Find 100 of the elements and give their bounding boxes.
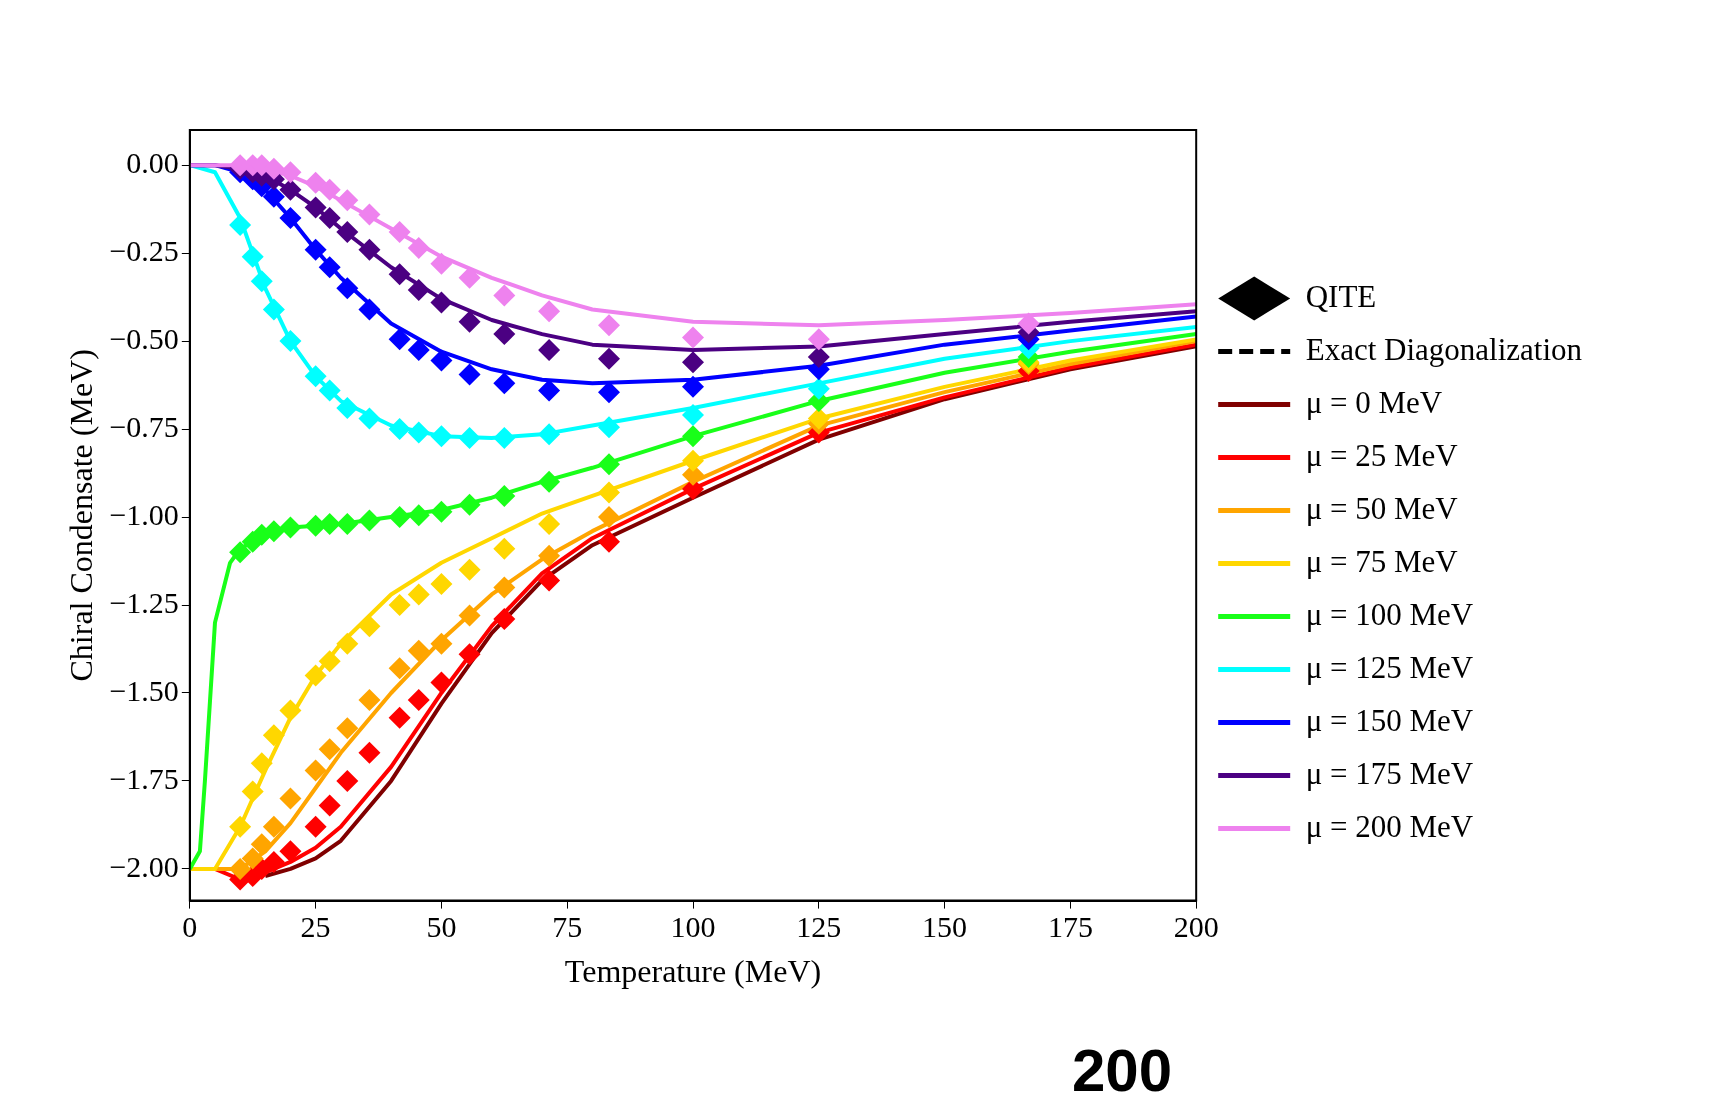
point: [229, 214, 252, 237]
point: [493, 426, 516, 449]
y-tick-label: −0.50: [109, 322, 179, 355]
point: [597, 416, 620, 439]
x-tick-label: 50: [426, 910, 457, 944]
legend-label: μ = 200 MeV: [1305, 808, 1474, 844]
point: [458, 643, 481, 666]
legend-label: μ = 25 MeV: [1305, 437, 1459, 473]
point: [250, 833, 273, 856]
point: [336, 396, 359, 419]
point: [458, 493, 481, 516]
point: [229, 541, 252, 564]
point: [318, 513, 341, 536]
x-tick-label: 75: [552, 910, 583, 944]
point: [304, 664, 327, 687]
legend-label: μ = 0 MeV: [1305, 384, 1443, 420]
point: [493, 608, 516, 631]
point: [229, 815, 252, 838]
point: [1017, 312, 1040, 335]
point: [493, 372, 516, 395]
y-tick-label: −1.75: [109, 761, 179, 795]
point: [493, 323, 516, 346]
point: [538, 470, 561, 493]
legend-label: Exact Diagonalization: [1305, 331, 1583, 367]
point: [430, 671, 453, 694]
point: [250, 270, 273, 293]
point: [407, 279, 430, 302]
legend-label: μ = 125 MeV: [1305, 649, 1474, 685]
point: [407, 504, 430, 527]
point: [318, 738, 341, 761]
point: [318, 650, 341, 673]
point: [358, 615, 381, 638]
point: [597, 530, 620, 553]
point: [538, 513, 561, 536]
point: [336, 189, 359, 212]
point: [458, 558, 481, 581]
point: [407, 639, 430, 662]
point: [388, 706, 411, 729]
point: [597, 347, 620, 370]
point: [407, 583, 430, 606]
point: [538, 379, 561, 402]
point: [304, 238, 327, 261]
point: [388, 418, 411, 441]
point: [682, 326, 705, 349]
legend-label: μ = 100 MeV: [1305, 596, 1474, 632]
point: [304, 815, 327, 838]
point: [262, 185, 285, 208]
point: [407, 338, 430, 361]
point: [807, 407, 830, 430]
point: [336, 717, 359, 740]
point: [430, 572, 453, 595]
point: [597, 506, 620, 529]
point: [807, 328, 830, 351]
text: 200: [1071, 1036, 1173, 1104]
point: [430, 252, 453, 275]
legend-label: μ = 75 MeV: [1305, 543, 1459, 579]
point: [430, 291, 453, 314]
y-tick-label: −0.75: [109, 409, 179, 443]
x-tick-label: 150: [922, 910, 968, 944]
legend-label: μ = 175 MeV: [1305, 755, 1474, 791]
point: [358, 238, 381, 261]
y-tick-label: −1.25: [109, 585, 179, 619]
point: [358, 689, 381, 712]
point: [241, 847, 264, 870]
point: [538, 544, 561, 567]
x-tick-label: 200: [1173, 910, 1219, 944]
point: [358, 298, 381, 321]
point: [388, 221, 411, 244]
y-tick-label: −1.50: [109, 673, 179, 707]
point: [538, 569, 561, 592]
point: [807, 345, 830, 368]
point: [279, 699, 302, 722]
point: [262, 724, 285, 747]
point: [538, 338, 561, 361]
point: [304, 759, 327, 782]
point: [807, 377, 830, 400]
point: [279, 516, 302, 539]
point: [430, 500, 453, 523]
y-tick-label: −0.25: [109, 234, 179, 268]
x-tick-label: 25: [300, 910, 331, 944]
point: [458, 426, 481, 449]
point: [336, 769, 359, 792]
point: [388, 263, 411, 286]
point: [279, 161, 302, 184]
point: [597, 381, 620, 404]
point: [682, 351, 705, 374]
point: [458, 310, 481, 333]
x-axis-title: Temperature (MeV): [564, 953, 822, 990]
legend-label: μ = 150 MeV: [1305, 702, 1474, 738]
point: [493, 537, 516, 560]
point: [279, 330, 302, 353]
point: [430, 425, 453, 448]
point: [318, 206, 341, 229]
legend-label: QITE: [1305, 278, 1377, 314]
point: [388, 594, 411, 617]
legend-label: μ = 50 MeV: [1305, 490, 1459, 526]
point: [358, 407, 381, 430]
point: [241, 245, 264, 268]
point: [279, 840, 302, 863]
point: [241, 780, 264, 803]
